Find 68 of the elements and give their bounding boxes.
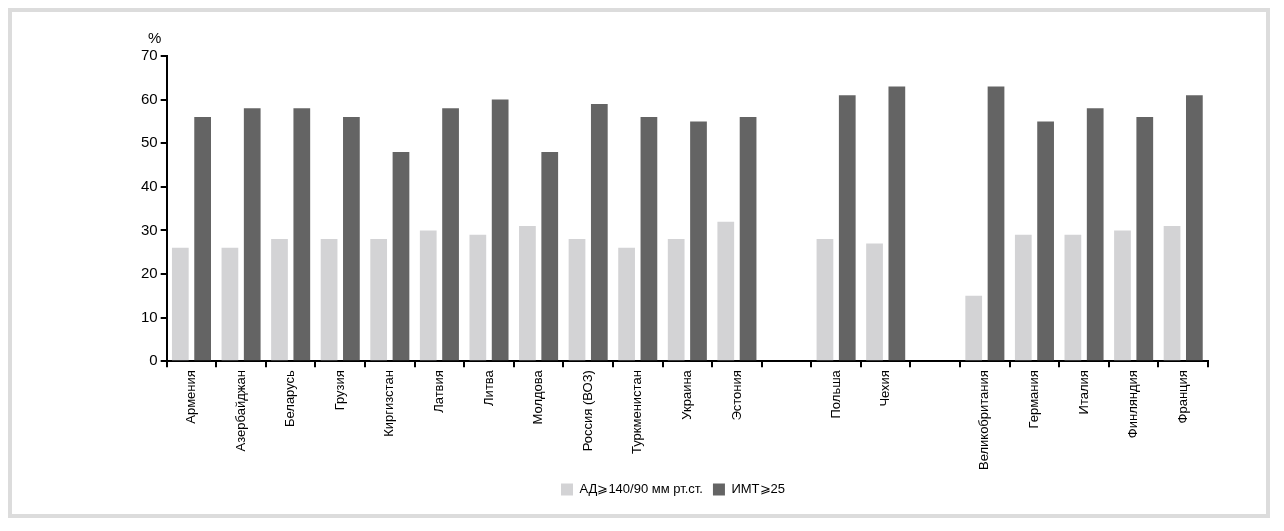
bar (640, 117, 658, 361)
x-tick-label: Армения (183, 370, 199, 424)
x-tick-label: Чехия (877, 370, 893, 407)
x-tick-label: Беларусь (282, 369, 298, 428)
y-tick-label: 40 (141, 176, 158, 194)
bar (370, 239, 388, 361)
bar (568, 239, 586, 361)
bar (618, 247, 635, 361)
bar (965, 295, 983, 361)
bar (690, 121, 707, 361)
x-tick-label: Франция (1174, 370, 1190, 424)
bar (1114, 230, 1131, 361)
bar (271, 239, 288, 361)
bar (816, 239, 834, 361)
x-tick-label: Азербайджан (232, 370, 248, 452)
bar (1014, 234, 1032, 361)
bar (1136, 117, 1154, 361)
y-tick-label: 60 (141, 89, 158, 107)
y-tick-label: 30 (141, 220, 158, 238)
bar (1064, 234, 1082, 361)
bar (866, 243, 883, 361)
y-axis-title: % (148, 28, 162, 46)
y-tick-label: 0 (149, 351, 158, 369)
bar (419, 230, 437, 361)
x-tick-label: Италия (1075, 370, 1091, 415)
bar (343, 117, 360, 361)
y-tick-label: 10 (141, 307, 158, 325)
x-tick-label: Латвия (430, 370, 446, 413)
bar (442, 108, 459, 361)
x-tick-label: Финляндия (1125, 370, 1141, 439)
bar (541, 151, 559, 361)
bar (469, 234, 487, 361)
bar (194, 117, 211, 361)
bar (590, 103, 608, 361)
bar (838, 95, 856, 361)
legend-label: АД⩾140/90 мм рт.ст. (579, 481, 703, 497)
bar (888, 86, 906, 361)
bar (717, 221, 735, 361)
bar (491, 99, 509, 361)
x-tick-label: Киргизстан (381, 370, 397, 437)
bar (1086, 108, 1104, 361)
bar (1037, 121, 1054, 361)
x-tick-label: Эстония (728, 370, 744, 421)
x-tick-label: Польша (827, 369, 843, 419)
bar (293, 108, 311, 361)
bar (320, 239, 338, 361)
y-tick-label: 50 (141, 133, 158, 151)
x-tick-label: Туркменистан (629, 370, 645, 454)
y-tick-label: 70 (141, 46, 158, 64)
y-tick-label: 20 (141, 264, 158, 282)
legend-label: ИМТ⩾25 (731, 481, 786, 497)
bar (392, 151, 410, 361)
bar (1186, 95, 1203, 361)
bar (171, 247, 189, 361)
x-tick-label: Грузия (331, 370, 347, 411)
bar (519, 226, 536, 361)
x-tick-label: Украина (678, 369, 694, 420)
x-tick-label: Германия (1026, 370, 1042, 429)
bar (739, 117, 757, 361)
bar (667, 239, 685, 361)
bar (987, 86, 1005, 361)
x-tick-label: Молдова (530, 369, 546, 425)
bar (221, 247, 239, 361)
x-tick-label: Россия (ВОЗ) (579, 370, 595, 452)
x-tick-label: Литва (480, 369, 496, 406)
bar (243, 108, 261, 361)
x-tick-label: Великобритания (976, 370, 992, 471)
bar (1163, 226, 1181, 361)
